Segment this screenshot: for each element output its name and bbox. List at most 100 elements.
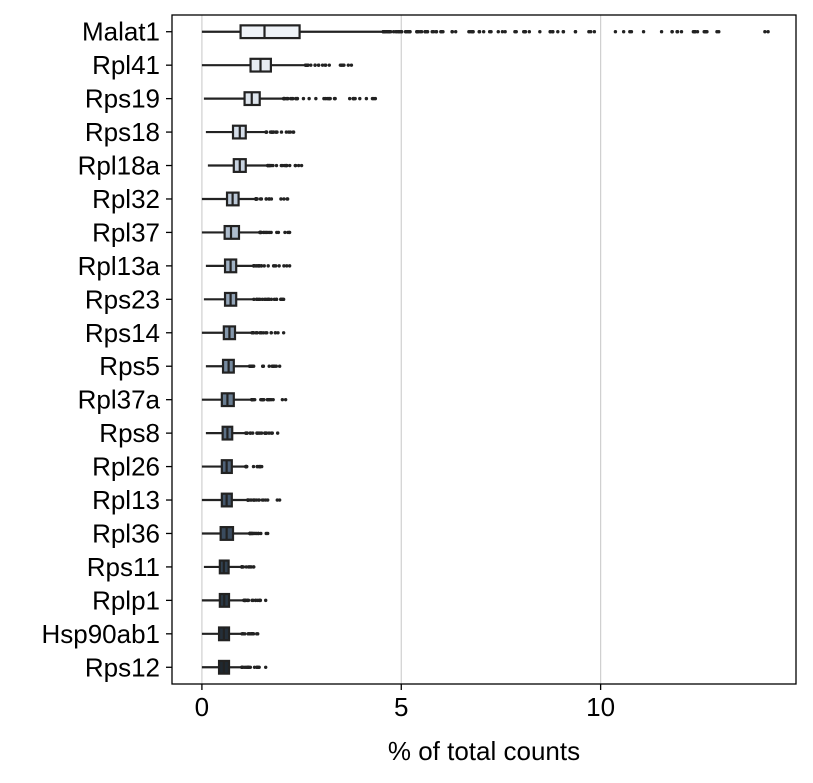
outlier-point [500,30,505,34]
outlier-point [254,297,259,302]
outlier-point [309,63,313,67]
outlier-point [251,331,255,335]
outlier-point [370,96,375,101]
outlier-point [266,264,270,268]
y-tick-label: Rps5 [99,351,160,381]
outlier-point [275,431,280,435]
outlier-point [467,30,471,34]
y-tick-label: Rps11 [87,552,160,582]
outlier-point [288,96,293,101]
outlier-point [629,30,634,34]
outlier-point [258,598,262,603]
y-tick-label: Rps19 [85,84,160,114]
outlier-point [675,30,680,34]
outlier-point [267,297,271,302]
outlier-point [293,163,297,168]
outlier-point [489,30,493,34]
outlier-point [404,30,408,34]
outlier-point [266,163,270,168]
outlier-point [340,63,344,67]
outlier-point [659,30,664,34]
outlier-point [430,30,434,34]
outlier-point [282,197,286,201]
outlier-point [252,565,256,569]
outlier-point [271,163,275,168]
outlier-point [291,130,296,134]
outlier-point [264,498,268,502]
y-tick-label: Rpl32 [92,184,160,214]
outlier-point [274,264,278,268]
outlier-point [641,30,646,34]
outlier-point [263,230,268,235]
y-tick-label: Rpl18a [78,151,161,181]
outlier-point [263,665,268,669]
outlier-point [251,397,256,402]
outlier-point [322,96,326,101]
outlier-point [269,397,273,402]
outlier-point [275,130,279,134]
y-tick-label: Rpl13a [78,251,161,281]
outlier-point [260,331,264,335]
outlier-point [259,230,264,235]
outlier-point [249,632,254,636]
outlier-point [352,96,356,101]
outlier-point [270,431,274,435]
outlier-point [274,364,278,368]
outlier-point [288,163,292,168]
outlier-point [453,30,458,34]
outlier-point [717,30,721,34]
outlier-point [327,63,331,67]
outlier-point [670,30,674,34]
outlier-point [527,30,532,34]
outlier-point [267,364,271,368]
outlier-point [299,163,304,168]
outlier-point [277,364,282,368]
outlier-point [267,431,271,435]
y-tick-label: Rpl36 [92,518,160,548]
outlier-point [277,264,281,268]
outlier-point [275,498,279,502]
y-tick-label: Rps23 [85,284,160,314]
outlier-point [265,531,270,536]
outlier-point [257,264,261,268]
outlier-point [267,397,271,402]
outlier-point [252,297,256,302]
outlier-point [285,264,289,268]
outlier-point [248,431,253,435]
outlier-point [281,297,286,302]
outlier-point [692,30,697,34]
outlier-point [589,30,593,34]
outlier-point [264,197,268,201]
box-series [201,24,770,675]
outlier-point [320,63,325,67]
outlier-point [327,96,331,101]
outlier-point [381,30,386,34]
outlier-point [250,498,254,502]
outlier-point [246,498,250,502]
outlier-point [373,96,378,101]
outlier-point [260,498,265,502]
y-tick-label: Rps12 [85,652,160,682]
y-tick-label: Rpl13 [92,485,160,515]
outlier-point [295,96,300,101]
outlier-point [279,130,284,134]
outlier-point [561,30,566,34]
x-axis: 0 5 10 [195,684,615,722]
outlier-point [243,598,247,603]
outlier-point [592,30,597,34]
outlier-point [276,331,280,335]
outlier-point [247,565,251,569]
outlier-point [245,665,250,669]
outlier-point [277,498,282,502]
outlier-point [284,163,289,168]
outlier-point [301,96,306,101]
outlier-point [349,63,354,67]
y-tick-label: Rps14 [85,318,160,348]
y-tick-label: Malat1 [82,17,160,47]
outlier-point [244,464,248,469]
outlier-point [477,30,481,34]
outlier-point [514,30,518,34]
outlier-point [261,364,266,368]
outlier-point [249,531,254,536]
